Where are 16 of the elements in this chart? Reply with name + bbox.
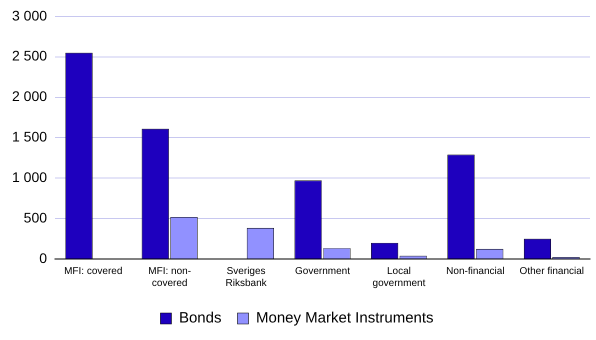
y-tick-label: 1 000: [12, 168, 48, 185]
x-tick-label: Government: [295, 266, 350, 277]
x-tick-label: Non-financial: [446, 266, 505, 277]
y-tick-label: 3 000: [12, 7, 48, 24]
x-tick-label: MFI: non-covered: [148, 266, 192, 289]
x-tick-label: Other financial: [520, 266, 584, 277]
x-tick-label: MFI: covered: [64, 266, 122, 277]
x-tick-label: Local government: [372, 266, 426, 289]
legend-label: Bonds: [178, 310, 222, 327]
y-tick-label: 2 000: [12, 88, 48, 104]
y-tick-label: 500: [24, 209, 48, 226]
legend-label: Money Market Instruments: [256, 310, 434, 327]
y-tick-label: 1 500: [12, 128, 48, 145]
y-tick-label: 0: [39, 250, 48, 266]
y-tick-label: 2 500: [12, 48, 48, 64]
x-tick-label: Sveriges Riksbank: [226, 266, 268, 289]
